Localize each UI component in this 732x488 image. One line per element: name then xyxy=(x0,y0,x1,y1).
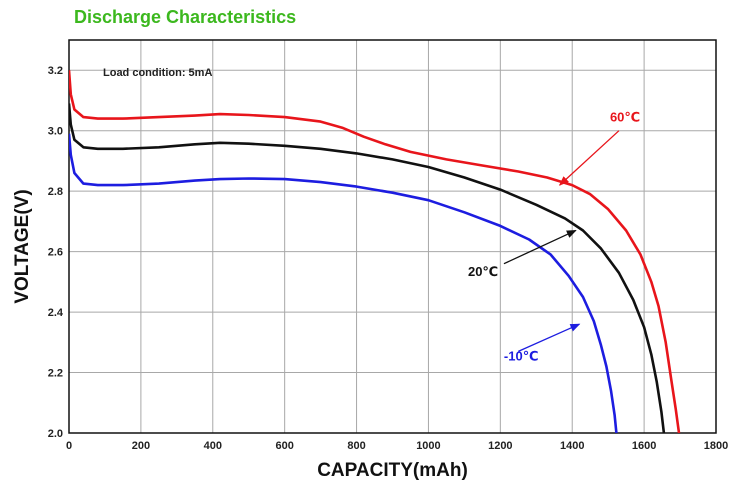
load-condition-label: Load condition: 5mA xyxy=(103,67,212,79)
y-tick-label: 2.4 xyxy=(48,307,64,319)
x-tick-label: 400 xyxy=(204,440,222,452)
x-tick-label: 1800 xyxy=(704,440,728,452)
plot-frame xyxy=(68,39,717,434)
y-tick-label: 2.2 xyxy=(48,368,63,380)
series-label-2: 20℃ xyxy=(468,264,498,279)
y-tick-label: 2.6 xyxy=(48,247,63,259)
y-tick-label: 3.2 xyxy=(48,65,63,77)
x-tick-label: 1400 xyxy=(560,440,584,452)
series-label-1: 60℃ xyxy=(610,110,640,125)
y-tick-label: 3.0 xyxy=(48,126,63,138)
series-line-3 xyxy=(69,133,618,433)
x-tick-label: 0 xyxy=(66,440,72,452)
series-arrow-2 xyxy=(503,229,577,265)
series-line-2 xyxy=(69,103,666,433)
plot-area xyxy=(69,40,716,433)
x-tick-label: 1000 xyxy=(416,440,440,452)
x-tick-label: 1600 xyxy=(632,440,656,452)
x-axis-title: CAPACITY(mAh) xyxy=(317,460,468,481)
x-tick-label: 800 xyxy=(347,440,365,452)
y-axis-title: VOLTAGE(V) xyxy=(12,189,33,303)
x-tick-label: 1200 xyxy=(488,440,512,452)
y-tick-label: 2.0 xyxy=(48,428,63,440)
chart-title: Discharge Characteristics xyxy=(74,7,297,27)
series-label-3: -10℃ xyxy=(504,348,539,363)
y-tick-label: 2.8 xyxy=(48,186,63,198)
series-line-1 xyxy=(69,70,681,433)
series-arrow-1 xyxy=(558,130,620,186)
x-tick-label: 600 xyxy=(275,440,293,452)
x-tick-label: 200 xyxy=(132,440,150,452)
series-arrow-3 xyxy=(518,323,581,352)
